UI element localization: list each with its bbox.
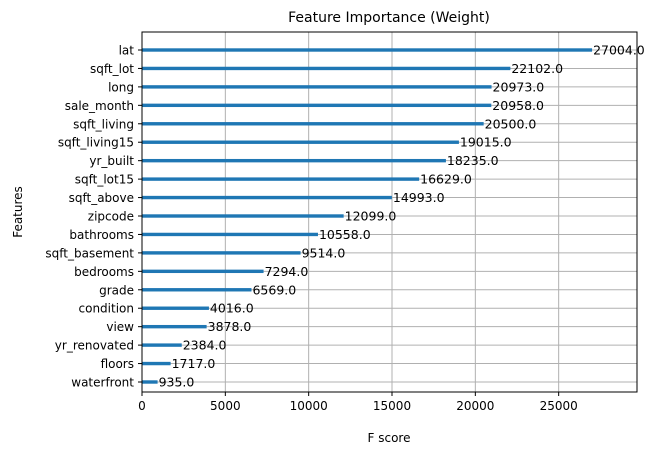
bar — [142, 380, 158, 384]
value-label: 6569.0 — [252, 282, 296, 297]
y-tick-label: sqft_basement — [45, 246, 134, 260]
bar — [142, 306, 209, 310]
value-label: 16629.0 — [420, 172, 472, 187]
x-tick-label: 0 — [138, 399, 146, 413]
value-label: 12099.0 — [345, 209, 397, 224]
bar — [142, 324, 207, 329]
x-tick-label: 5000 — [210, 399, 241, 413]
bar — [142, 140, 459, 144]
value-label: 1717.0 — [172, 356, 216, 371]
x-tick-label: 20000 — [456, 399, 494, 413]
y-tick-label: view — [106, 320, 134, 334]
y-tick-label: yr_renovated — [55, 339, 134, 353]
value-label: 20500.0 — [485, 116, 537, 131]
chart-title: Feature Importance (Weight) — [288, 10, 490, 26]
bar — [142, 103, 492, 108]
x-tick-label: 25000 — [540, 399, 578, 413]
y-tick-label: condition — [79, 302, 134, 316]
bar — [142, 361, 171, 366]
value-label: 935.0 — [159, 375, 195, 390]
y-tick-label: yr_built — [89, 154, 134, 168]
value-label: 10558.0 — [319, 227, 371, 242]
y-tick-label: sqft_lot15 — [75, 173, 134, 187]
bar — [142, 177, 420, 181]
value-label: 2384.0 — [183, 338, 227, 353]
y-tick-label: sqft_living15 — [58, 136, 134, 150]
x-tick-label: 15000 — [373, 399, 411, 413]
y-tick-label: sale_month — [65, 99, 134, 113]
y-tick-label: long — [108, 80, 134, 94]
y-tick-label: waterfront — [71, 376, 134, 390]
value-label: 9514.0 — [302, 245, 346, 260]
bar — [142, 288, 252, 292]
bar — [142, 343, 182, 347]
bar — [142, 269, 264, 274]
value-label: 7294.0 — [265, 264, 309, 279]
plot-frame — [141, 31, 638, 393]
bar — [142, 85, 492, 89]
y-tick-label: bedrooms — [74, 265, 134, 279]
y-tick-label: sqft_lot — [90, 62, 134, 76]
value-label: 3878.0 — [208, 319, 252, 334]
value-label: 18235.0 — [447, 153, 499, 168]
y-tick-label: sqft_living — [73, 117, 134, 131]
value-label: 4016.0 — [210, 301, 254, 316]
bar — [142, 251, 301, 255]
value-label: 20973.0 — [493, 79, 545, 94]
y-tick-label: lat — [119, 44, 135, 58]
y-axis-label: Features — [11, 186, 25, 238]
value-label: 27004.0 — [593, 43, 645, 58]
y-tick-label: floors — [101, 357, 134, 371]
bars-layer — [142, 48, 593, 384]
value-label: 20958.0 — [492, 98, 544, 113]
y-tick-label: bathrooms — [69, 228, 134, 242]
bar — [142, 158, 446, 163]
y-tick-label: zipcode — [88, 210, 134, 224]
ticks-layer — [138, 49, 560, 396]
value-label: 22102.0 — [511, 61, 563, 76]
y-tick-label: grade — [99, 283, 134, 297]
x-axis-label: F score — [368, 431, 411, 445]
labels-layer: 0 5000 10000 15000 20000 25000 lat 27004.0 sqft_… — [45, 43, 644, 414]
bar — [142, 232, 318, 237]
value-label: 19015.0 — [460, 135, 512, 150]
bar — [142, 195, 392, 200]
bar — [142, 66, 511, 71]
bar — [142, 122, 484, 126]
x-tick-label: 10000 — [290, 399, 328, 413]
value-label: 14993.0 — [393, 190, 445, 205]
bar — [142, 48, 593, 52]
bar — [142, 214, 344, 218]
y-tick-label: sqft_above — [69, 191, 134, 205]
